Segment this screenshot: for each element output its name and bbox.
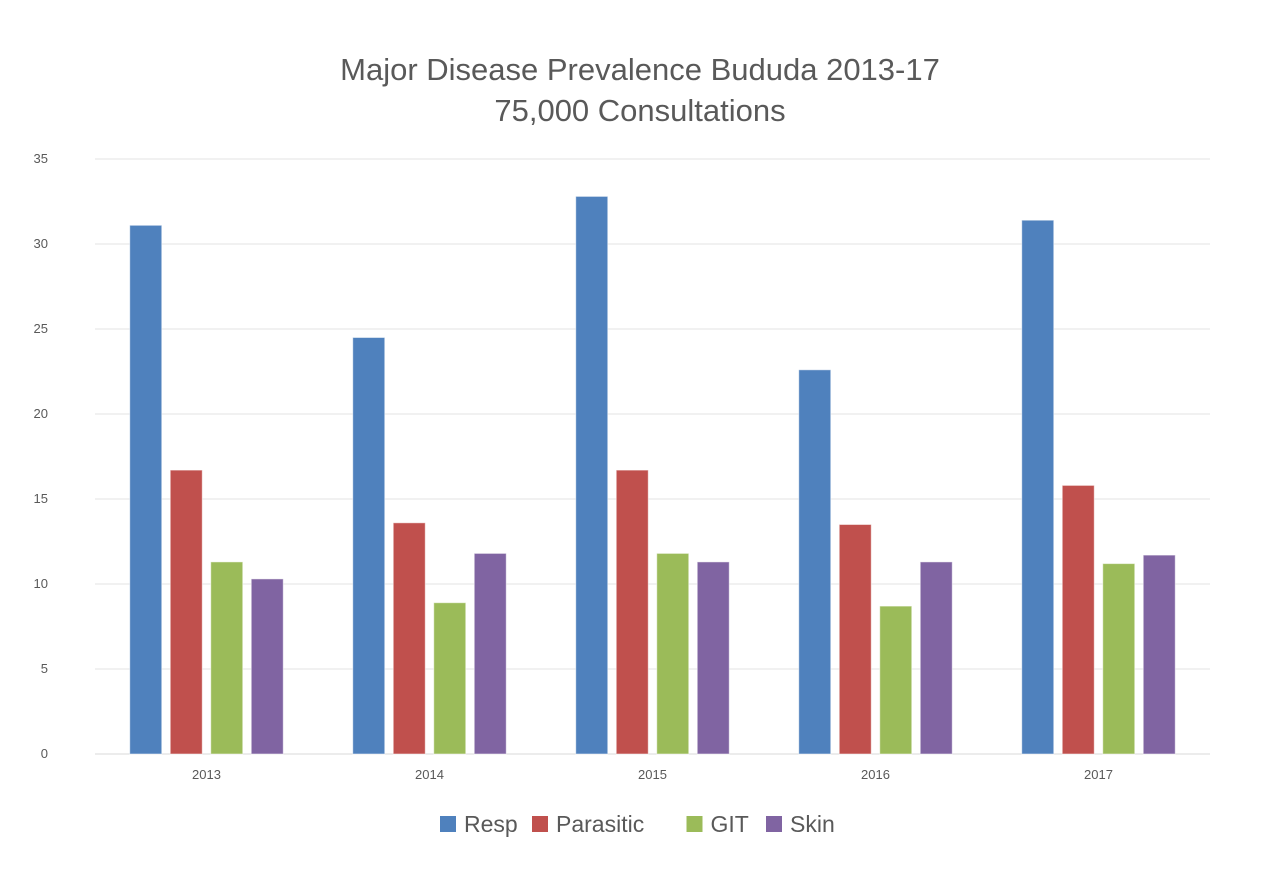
chart-title: Major Disease Prevalence Bududa 2013-17 (340, 52, 940, 87)
y-tick-label: 5 (41, 661, 48, 676)
legend-item-parasitic: Parasitic (532, 811, 644, 837)
bar-git-2016 (879, 605, 913, 755)
legend-swatch (686, 816, 703, 832)
y-tick-label: 30 (34, 236, 48, 251)
bar-skin-2014 (473, 552, 507, 755)
bar-resp-2014 (352, 337, 386, 755)
bar-skin-2015 (696, 561, 730, 755)
legend-label: Resp (464, 811, 518, 837)
bar-skin-2017 (1142, 554, 1176, 755)
x-tick-label: 2015 (638, 767, 667, 782)
legend: Resp Parasitic GIT Skin (440, 811, 835, 837)
y-tick-label: 25 (34, 321, 48, 336)
x-tick-label: 2013 (192, 767, 221, 782)
legend-item-git: GIT (686, 811, 749, 837)
legend-label: Parasitic (556, 811, 644, 837)
legend-swatch (440, 816, 456, 832)
bar-git-2017 (1102, 563, 1136, 755)
bar-skin-2013 (250, 578, 284, 755)
legend-swatch (766, 816, 782, 832)
bar-parasitic-2016 (838, 524, 872, 755)
legend-label: Skin (790, 811, 835, 837)
bar-git-2014 (433, 602, 467, 755)
y-tick-label: 10 (34, 576, 48, 591)
legend-swatch (532, 816, 548, 832)
legend-label: GIT (711, 811, 749, 837)
y-axis-ticks: 0 5 10 15 20 25 30 35 (34, 151, 48, 761)
bar-skin-2016 (919, 561, 953, 755)
y-tick-label: 0 (41, 746, 48, 761)
x-tick-label: 2016 (861, 767, 890, 782)
y-tick-label: 20 (34, 406, 48, 421)
bars (129, 195, 1176, 755)
bar-parasitic-2017 (1061, 484, 1095, 755)
y-tick-label: 15 (34, 491, 48, 506)
y-tick-label: 35 (34, 151, 48, 166)
bar-resp-2013 (129, 224, 163, 755)
bar-resp-2016 (798, 369, 832, 755)
bar-resp-2017 (1021, 219, 1055, 755)
x-tick-label: 2014 (415, 767, 444, 782)
x-axis-ticks: 2013 2014 2015 2016 2017 (192, 767, 1113, 782)
bar-parasitic-2013 (169, 469, 203, 755)
legend-item-resp: Resp (440, 811, 518, 837)
bar-parasitic-2014 (392, 522, 426, 755)
bar-git-2013 (210, 561, 244, 755)
bar-git-2015 (656, 552, 690, 755)
chart-subtitle: 75,000 Consultations (494, 93, 785, 128)
bar-resp-2015 (575, 195, 609, 755)
x-tick-label: 2017 (1084, 767, 1113, 782)
bar-parasitic-2015 (615, 469, 649, 755)
legend-item-skin: Skin (766, 811, 835, 837)
